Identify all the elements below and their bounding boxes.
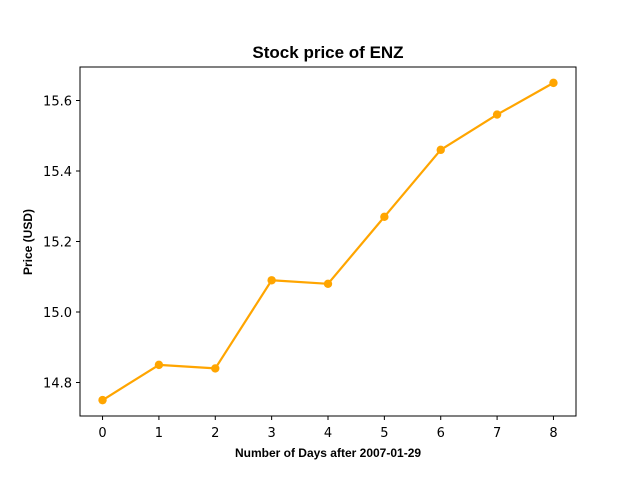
series-line <box>101 81 554 402</box>
data-point <box>436 145 445 155</box>
x-tick-label: 0 <box>98 426 106 441</box>
x-tick-label: 2 <box>211 426 219 441</box>
y-tick-label: 14.8 <box>43 377 72 392</box>
x-tick-label: 4 <box>324 426 332 441</box>
y-tick-label: 15.0 <box>43 306 72 321</box>
x-tick-label: 1 <box>155 426 163 441</box>
y-tick-label: 15.2 <box>43 236 72 251</box>
plot-area <box>79 66 577 417</box>
data-point <box>211 364 220 373</box>
data-point <box>549 78 558 88</box>
data-point <box>380 212 389 222</box>
x-tick-label: 5 <box>380 426 388 441</box>
chart-title: Stock price of ENZ <box>252 43 403 62</box>
y-tick-label: 15.6 <box>43 94 72 109</box>
y-axis: 14.8 15.0 15.2 15.4 15.6 <box>43 94 80 392</box>
x-axis: 0 1 2 3 4 5 6 7 8 <box>98 416 558 441</box>
x-tick-label: 8 <box>549 426 557 441</box>
series-group <box>98 78 558 405</box>
x-tick-label: 3 <box>267 426 275 441</box>
data-point <box>492 110 502 119</box>
y-tick-label: 15.4 <box>43 165 72 180</box>
x-tick-label: 7 <box>493 426 501 441</box>
data-point <box>154 360 164 370</box>
data-point <box>98 395 107 405</box>
x-tick-label: 6 <box>437 426 445 441</box>
y-axis-label: Price (USD) <box>21 209 35 275</box>
data-point <box>267 276 276 285</box>
data-point <box>323 279 333 289</box>
x-axis-label: Number of Days after 2007-01-29 <box>235 446 421 460</box>
